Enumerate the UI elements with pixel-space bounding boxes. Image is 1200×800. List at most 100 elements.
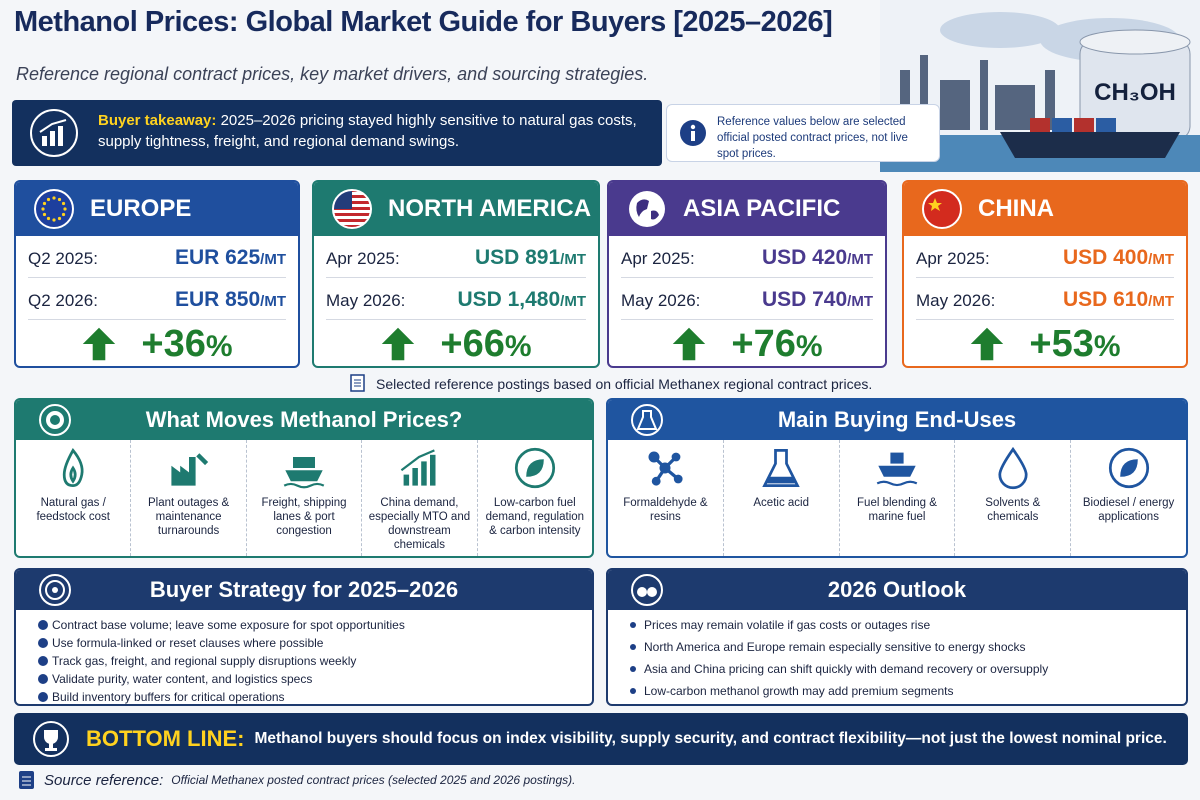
subtitle: Reference regional contract prices, key … <box>16 64 649 84</box>
change-value: +53 <box>1029 322 1094 365</box>
item-grid: Formaldehyde & resins Acetic acid Fuel ble… <box>608 440 1186 556</box>
card-header: EUROPE <box>16 182 298 236</box>
period: May 2026: <box>326 291 406 310</box>
change: +36% <box>141 323 232 366</box>
up-arrow <box>83 327 116 361</box>
postings-note: Selected reference postings based on off… <box>350 374 872 392</box>
bottom-line-label: BOTTOM LINE: <box>86 726 245 751</box>
change-unit: % <box>504 329 532 363</box>
postings-note-text: Selected reference postings based on off… <box>376 376 873 392</box>
item: Plant outages & maintenance turnarounds <box>131 440 247 556</box>
drivers-panel: What Moves Methanol Prices? Natural gas /… <box>14 398 594 558</box>
unit: /MT <box>1148 293 1174 310</box>
item-icon <box>171 453 208 486</box>
change-row: +36% <box>16 320 298 366</box>
item-icon <box>63 447 84 487</box>
price: USD 610 <box>1062 288 1149 311</box>
unit: /MT <box>560 251 586 268</box>
up-arrow <box>382 327 415 361</box>
strategy-panel: Buyer Strategy for 2025–2026 Contract bas… <box>14 568 594 706</box>
region-name: NORTH AMERICA <box>388 195 592 222</box>
price-wrap: USD 400/MT <box>1063 246 1174 270</box>
price: USD 740 <box>761 288 848 311</box>
price: USD 1,480 <box>457 288 561 311</box>
change-row: +53% <box>904 320 1186 366</box>
item: Acetic acid <box>724 440 840 556</box>
bullet: Build inventory buffers for critical ope… <box>38 688 592 704</box>
panel-header: 2026 Outlook <box>608 570 1186 610</box>
source-label: Source reference: <box>44 771 164 789</box>
item-label: Low-carbon fuel demand, regulation & car… <box>485 497 585 537</box>
region-card: CHINA Apr 2025: USD 400/MT May 2026: USD 610… <box>902 180 1188 368</box>
region-name: EUROPE <box>90 195 192 222</box>
unit: /MT <box>260 293 286 310</box>
item: Low-carbon fuel demand, regulation & car… <box>478 440 592 556</box>
price-row: Apr 2025: USD 400/MT <box>916 236 1174 278</box>
bullet-list: Prices may remain volatile if gas costs … <box>608 610 1186 700</box>
region-card: EUROPE Q2 2025: EUR 625/MT Q2 2026: EUR 850/… <box>14 180 300 368</box>
bullet: North America and Europe remain especial… <box>630 638 1186 656</box>
panel-title: What Moves Methanol Prices? <box>145 407 463 432</box>
card-header: NORTH AMERICA <box>314 182 598 236</box>
unit: /MT <box>847 251 873 268</box>
item-label: Solvents & chemicals <box>985 497 1041 523</box>
flag-icon <box>332 189 372 229</box>
period: Apr 2025: <box>621 249 695 268</box>
price-row: May 2026: USD 610/MT <box>916 278 1174 320</box>
price-row: May 2026: USD 740/MT <box>621 278 873 320</box>
region-name: ASIA PACIFIC <box>683 195 841 222</box>
panel-header: Buyer Strategy for 2025–2026 <box>16 570 592 610</box>
takeaway-label: Buyer takeaway: <box>98 112 217 129</box>
change-unit: % <box>1093 329 1121 363</box>
item-icon <box>648 451 683 486</box>
bullet-list: Contract base volume; leave some exposur… <box>16 610 592 704</box>
item-label: Biodiesel / energy applications <box>1082 497 1175 523</box>
bullet: Prices may remain volatile if gas costs … <box>630 616 1186 634</box>
unit: /MT <box>847 293 873 310</box>
change-row: +76% <box>609 320 885 366</box>
item: Formaldehyde & resins <box>608 440 724 556</box>
item-icon <box>998 446 1028 490</box>
unit: /MT <box>560 293 586 310</box>
price-row: Apr 2025: USD 420/MT <box>621 236 873 278</box>
item-label: Freight, shipping lanes & port congestio… <box>261 497 347 537</box>
price-wrap: USD 1,480/MT <box>457 288 586 312</box>
price-row: Apr 2025: USD 891/MT <box>326 236 586 278</box>
bottom-line-text: Methanol buyers should focus on index vi… <box>254 730 1167 747</box>
panel-header: Main Buying End-Uses <box>608 400 1186 440</box>
title: Methanol Prices: Global Market Guide for… <box>14 6 833 38</box>
bullet: Track gas, freight, and regional supply … <box>38 652 592 670</box>
item-icon <box>1108 447 1149 489</box>
price-row: Q2 2026: EUR 850/MT <box>28 278 286 320</box>
item-grid: Natural gas / feedstock cost Plant outage… <box>16 440 592 556</box>
panel-icon <box>39 404 71 436</box>
item: Natural gas / feedstock cost <box>16 440 132 556</box>
price-wrap: USD 610/MT <box>1063 288 1174 312</box>
item-label: China demand, especially MTO and downstr… <box>368 497 471 551</box>
price: EUR 850 <box>174 288 261 311</box>
change: +53% <box>1029 323 1120 366</box>
item-label: Fuel blending & marine fuel <box>857 497 937 523</box>
takeaway-text: 2025–2026 pricing stayed highly sensitiv… <box>98 112 637 150</box>
unit: /MT <box>1148 251 1174 268</box>
price-wrap: EUR 625/MT <box>175 246 286 270</box>
panel-icon <box>631 404 663 436</box>
price-row: May 2026: USD 1,480/MT <box>326 278 586 320</box>
price-row: Q2 2025: EUR 625/MT <box>28 236 286 278</box>
chart-icon <box>30 109 78 157</box>
item: Solvents & chemicals <box>955 440 1072 556</box>
region-card: NORTH AMERICA Apr 2025: USD 891/MT May 2026… <box>312 180 600 368</box>
bullet: Low-carbon methanol growth may add premi… <box>630 682 1186 700</box>
bullet: Contract base volume; leave some exposur… <box>38 616 592 634</box>
item-label: Natural gas / feedstock cost <box>36 497 110 523</box>
reference-note-text: Reference values below are selected offi… <box>717 116 908 160</box>
item: Fuel blending & marine fuel <box>840 440 956 556</box>
reference-note: Reference values below are selected offi… <box>666 104 940 162</box>
period: Apr 2025: <box>326 249 400 268</box>
item-icon <box>876 452 918 487</box>
change-value: +76 <box>731 322 796 365</box>
price: USD 400 <box>1062 246 1149 269</box>
change-unit: % <box>205 329 233 363</box>
period: May 2026: <box>916 291 996 310</box>
